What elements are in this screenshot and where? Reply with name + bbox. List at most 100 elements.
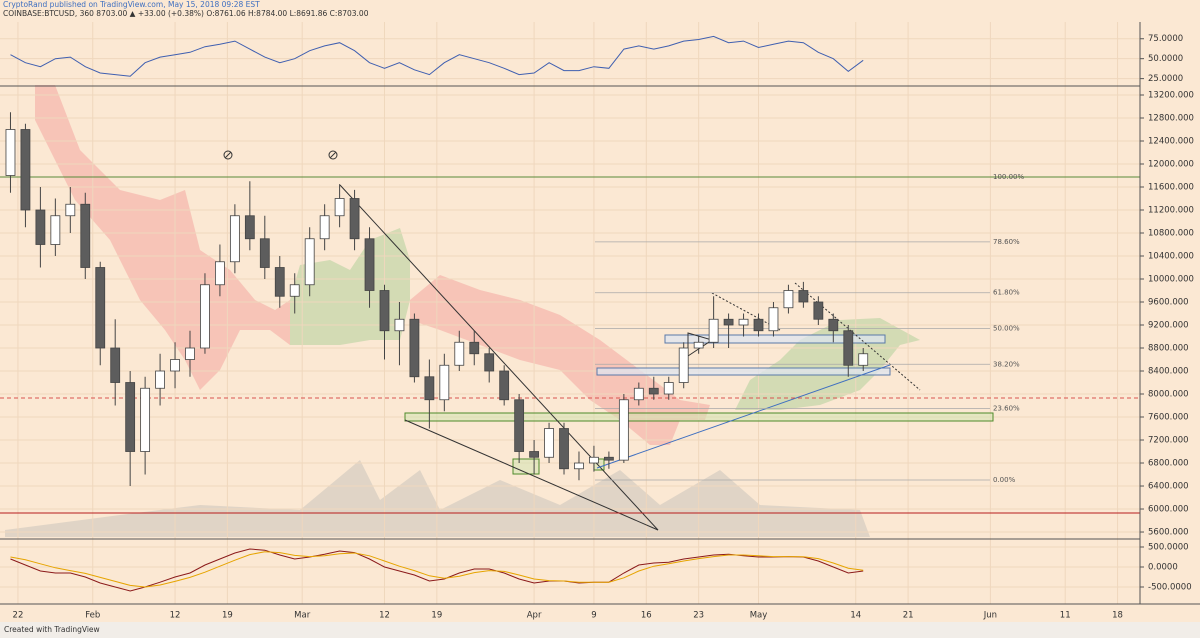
y-tick-label: 8800.000 — [1148, 344, 1189, 354]
icon — [223, 150, 233, 160]
no-sign — [328, 150, 338, 160]
y-tick-label: 13200.000 — [1148, 90, 1194, 100]
candle-body — [529, 451, 539, 458]
footer-bar — [0, 622, 1200, 638]
candle-body — [603, 456, 614, 461]
x-tick-label: May — [750, 611, 768, 621]
y-tick-label: 7600.000 — [1148, 413, 1189, 423]
y-tick-label: 12400.000 — [1148, 136, 1194, 146]
candle-body — [5, 129, 16, 176]
candle-body — [693, 341, 704, 349]
candle-body — [499, 370, 510, 401]
candle-body — [798, 290, 809, 303]
candle-body — [574, 462, 584, 470]
footer: Created with TradingView — [4, 625, 100, 634]
trend-line — [404, 419, 659, 531]
resistance-box — [664, 334, 886, 344]
candle-body — [110, 347, 121, 383]
candle-body — [633, 387, 644, 401]
candle-body — [708, 318, 719, 343]
icon — [329, 151, 337, 159]
fib-label: 61.80% — [993, 289, 1020, 297]
candle-body — [65, 203, 76, 217]
icon — [224, 151, 232, 159]
candle-body — [274, 267, 285, 297]
candle-body — [319, 215, 330, 240]
candle-body — [723, 318, 734, 326]
y-tick-label: 25.0000 — [1148, 74, 1183, 84]
candle-body — [35, 209, 46, 245]
symbol-line: COINBASE:BTCUSD, 360 8703.00 ▲ +33.00 (+… — [3, 9, 369, 18]
candle-body — [663, 382, 674, 395]
y-tick-label: 8000.000 — [1148, 390, 1189, 400]
y-tick-label: 6000.000 — [1148, 505, 1189, 515]
y-tick-label: 9600.000 — [1148, 298, 1189, 308]
no-sign — [223, 150, 233, 160]
trend-line — [794, 282, 921, 391]
y-tick-label: 50.0000 — [1148, 54, 1183, 64]
candle-body — [364, 238, 375, 291]
x-tick-label: Feb — [85, 611, 100, 621]
x-tick-label: Apr — [527, 611, 542, 621]
y-tick-label: 8400.000 — [1148, 367, 1189, 377]
x-tick-label: 22 — [13, 611, 24, 621]
candle-body — [80, 203, 91, 268]
x-tick-label: 14 — [850, 611, 861, 621]
candle-body — [304, 238, 315, 286]
x-tick-label: 16 — [641, 611, 652, 621]
macd-line — [10, 548, 864, 592]
candle-body — [379, 290, 390, 332]
candle-body — [514, 399, 525, 452]
candle-body — [95, 267, 106, 349]
fib-label: 23.60% — [993, 405, 1020, 413]
frame — [0, 22, 1200, 638]
candle-body — [469, 341, 480, 355]
candle-body — [155, 370, 165, 389]
candle-body — [484, 353, 495, 372]
candle-body — [50, 215, 61, 245]
trend-line — [596, 364, 891, 469]
y-tick-label: 12800.000 — [1148, 113, 1194, 123]
support-zone — [404, 412, 994, 422]
candle-body — [843, 330, 854, 366]
x-tick-label: 11 — [1060, 611, 1071, 621]
candle-body — [753, 318, 764, 332]
x-tick-label: Jun — [983, 611, 997, 621]
trend-line — [339, 184, 659, 531]
candle-body — [349, 198, 360, 240]
y-tick-label: 11200.000 — [1148, 206, 1194, 216]
candle-body — [125, 382, 136, 452]
candle-body — [783, 290, 794, 309]
y-tick-label: 10800.000 — [1148, 229, 1194, 239]
candle-body — [200, 284, 210, 349]
x-tick-label: 23 — [693, 611, 704, 621]
x-tick-label: 12 — [379, 611, 390, 621]
candle-body — [334, 198, 345, 217]
y-tick-label: 500.0000 — [1148, 543, 1189, 553]
y-tick-label: 9200.000 — [1148, 321, 1189, 331]
candle-body — [828, 318, 839, 332]
candle-body — [813, 301, 824, 320]
fib-label: 50.00% — [993, 325, 1020, 333]
candle-body — [215, 261, 225, 286]
candle-body — [454, 341, 465, 366]
ichimoku-cloud — [35, 85, 290, 390]
candle-body — [185, 347, 195, 360]
candle-body — [589, 456, 599, 464]
y-tick-label: -500.0000 — [1148, 583, 1192, 593]
fib-label: 38.20% — [993, 360, 1020, 368]
y-tick-label: 10400.000 — [1148, 252, 1194, 262]
candle-body — [170, 359, 180, 372]
x-tick-label: 21 — [903, 611, 914, 621]
fib-label: 78.60% — [993, 238, 1020, 246]
icon — [328, 150, 338, 160]
x-tick-label: 9 — [591, 611, 596, 621]
x-tick-label: Mar — [294, 611, 311, 621]
highlight-box — [512, 458, 540, 475]
y-tick-label: 6800.000 — [1148, 459, 1189, 469]
candle-body — [20, 129, 31, 211]
ichimoku-cloud — [410, 275, 710, 445]
candle-body — [738, 318, 749, 326]
candle-body — [409, 318, 420, 378]
